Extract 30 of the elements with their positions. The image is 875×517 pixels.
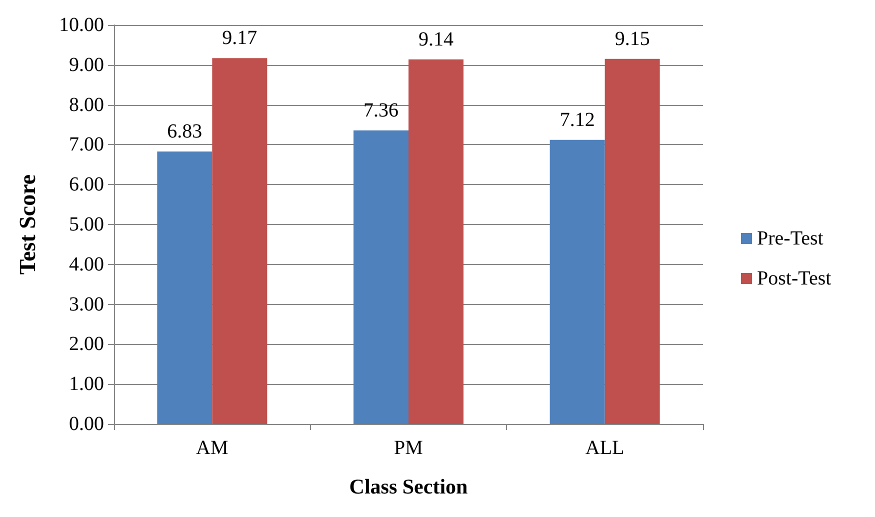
y-tick-label: 9.00 xyxy=(69,54,104,76)
data-label: 9.14 xyxy=(418,28,454,50)
data-label: 9.17 xyxy=(222,27,258,50)
data-label: 6.83 xyxy=(167,120,202,142)
bar xyxy=(212,58,268,424)
data-label: 9.15 xyxy=(614,28,650,50)
y-tick-label: 4.00 xyxy=(69,253,104,276)
y-tick-label: 0.00 xyxy=(69,413,104,435)
y-tick-label: 5.00 xyxy=(69,214,104,236)
x-tick-label: PM xyxy=(394,437,424,459)
data-label: 7.12 xyxy=(560,108,595,131)
y-tick-label: 7.00 xyxy=(69,134,104,156)
y-tick-label: 6.00 xyxy=(69,174,104,196)
bar xyxy=(604,58,660,424)
bar xyxy=(550,140,605,424)
legend-label: Pre-Test xyxy=(757,228,824,250)
y-tick-label: 1.00 xyxy=(69,373,104,396)
x-tick-label: ALL xyxy=(585,437,624,459)
legend-label: Post-Test xyxy=(757,268,832,290)
y-tick-label: 8.00 xyxy=(69,94,104,116)
y-tick-label: 3.00 xyxy=(69,293,104,316)
bar xyxy=(408,59,464,424)
bar xyxy=(157,151,212,424)
x-axis-title: Class Section xyxy=(349,474,468,498)
y-tick-label: 2.00 xyxy=(69,333,104,356)
bar xyxy=(354,130,408,424)
y-axis-title: Test Score xyxy=(15,174,40,275)
data-label: 7.36 xyxy=(364,99,398,122)
y-tick-label: 10.00 xyxy=(59,14,104,36)
x-tick-label: AM xyxy=(196,437,228,459)
